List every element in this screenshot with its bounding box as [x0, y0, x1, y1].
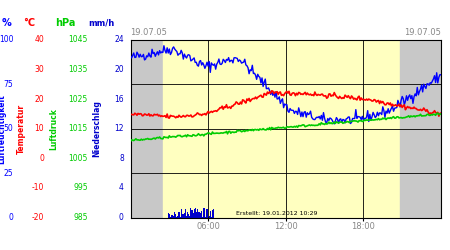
Bar — [204, 208, 206, 218]
Bar — [210, 211, 211, 218]
Bar — [191, 210, 193, 218]
Bar — [196, 212, 197, 218]
Text: Niederschlag: Niederschlag — [92, 100, 101, 157]
Bar — [202, 217, 203, 218]
Bar — [199, 212, 200, 218]
Text: -20: -20 — [32, 213, 44, 222]
Bar — [177, 216, 179, 218]
Text: Luftdruck: Luftdruck — [50, 108, 58, 150]
Text: 100: 100 — [0, 36, 14, 44]
Text: 10: 10 — [35, 124, 44, 133]
Bar — [209, 216, 210, 218]
Text: 16: 16 — [114, 95, 124, 104]
Bar — [163, 40, 400, 218]
Text: 4: 4 — [119, 184, 124, 192]
Text: °C: °C — [23, 18, 35, 28]
Bar — [170, 217, 171, 218]
Bar — [193, 212, 194, 218]
Text: 12: 12 — [114, 124, 124, 133]
Bar — [187, 212, 188, 218]
Bar — [173, 216, 174, 218]
Text: 0: 0 — [9, 213, 13, 222]
Text: 24: 24 — [114, 36, 124, 44]
Bar — [171, 215, 172, 218]
Text: mm/h: mm/h — [88, 18, 114, 27]
Bar — [130, 40, 163, 218]
Bar — [172, 215, 173, 218]
Bar — [197, 209, 198, 218]
Bar — [182, 214, 183, 218]
Text: Luftfeuchtigkeit: Luftfeuchtigkeit — [0, 94, 6, 164]
Text: 25: 25 — [4, 168, 14, 177]
Text: %: % — [2, 18, 12, 28]
Bar — [188, 214, 189, 218]
Text: 995: 995 — [73, 184, 88, 192]
Bar — [201, 211, 202, 218]
Text: 75: 75 — [4, 80, 13, 89]
Bar — [203, 208, 204, 218]
Bar — [176, 217, 177, 218]
Bar — [207, 217, 209, 218]
Bar — [185, 210, 186, 218]
Bar — [213, 209, 214, 218]
Text: Erstellt: 19.01.2012 10:29: Erstellt: 19.01.2012 10:29 — [236, 211, 318, 216]
Bar — [186, 216, 187, 218]
Text: 985: 985 — [73, 213, 88, 222]
Text: 0: 0 — [39, 154, 44, 163]
Text: 8: 8 — [119, 154, 124, 163]
Text: 20: 20 — [35, 95, 44, 104]
Bar — [175, 214, 176, 218]
Bar — [183, 214, 184, 218]
Bar — [180, 209, 182, 218]
Bar — [190, 208, 191, 218]
Text: hPa: hPa — [55, 18, 76, 28]
Bar — [198, 212, 199, 218]
Bar — [178, 212, 180, 218]
Text: 1035: 1035 — [68, 65, 88, 74]
Bar — [194, 209, 195, 218]
Text: 20: 20 — [114, 65, 124, 74]
Bar — [174, 212, 176, 218]
Bar — [400, 40, 441, 218]
Bar — [200, 213, 201, 218]
Text: 19.07.05: 19.07.05 — [404, 28, 441, 37]
Text: 0: 0 — [119, 213, 124, 222]
Text: 30: 30 — [34, 65, 44, 74]
Text: 40: 40 — [34, 36, 44, 44]
Text: 1045: 1045 — [68, 36, 88, 44]
Bar — [211, 217, 212, 218]
Text: 50: 50 — [4, 124, 13, 133]
Bar — [169, 214, 170, 218]
Text: 19.07.05: 19.07.05 — [130, 28, 167, 37]
Text: 1015: 1015 — [68, 124, 88, 133]
Bar — [180, 217, 181, 218]
Text: -10: -10 — [32, 184, 44, 192]
Text: Temperatur: Temperatur — [17, 104, 26, 154]
Bar — [212, 210, 213, 218]
Bar — [189, 216, 190, 218]
Text: 1025: 1025 — [68, 95, 88, 104]
Text: 1005: 1005 — [68, 154, 88, 163]
Bar — [184, 213, 185, 218]
Bar — [194, 208, 196, 218]
Bar — [168, 212, 169, 218]
